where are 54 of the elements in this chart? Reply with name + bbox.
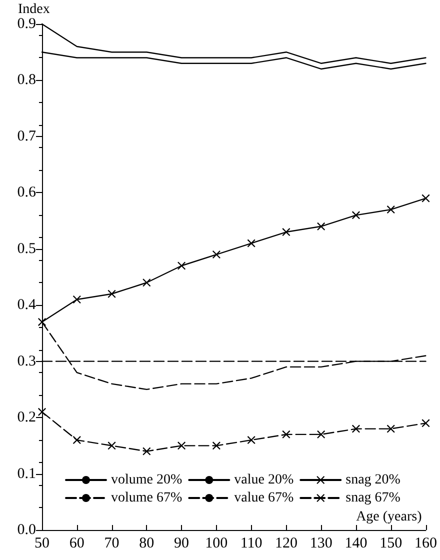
point (247, 436, 256, 444)
point (282, 430, 290, 438)
x-tick-label: 150 (380, 536, 402, 552)
point (72, 295, 81, 304)
x-tick-label: 60 (69, 536, 84, 552)
point (178, 262, 186, 270)
y-tick-label: 0.6 (17, 184, 36, 201)
legend-label: snag 20% (346, 472, 401, 488)
y-tick-label: 0.4 (17, 297, 36, 314)
point (317, 430, 326, 438)
point (386, 424, 395, 433)
point (386, 206, 395, 214)
point (247, 239, 256, 248)
y-tick-label: 0.3 (17, 353, 36, 370)
x-tick-label: 90 (174, 536, 190, 552)
legend-label: snag 67% (346, 490, 401, 506)
legend-label: value 67% (234, 490, 294, 506)
y-tick-label: 0.2 (17, 410, 36, 426)
x-tick-label: 110 (240, 536, 262, 552)
point (212, 442, 220, 450)
point (108, 290, 116, 298)
point (72, 436, 81, 444)
x-tick-label: 50 (34, 536, 50, 552)
x-tick-label: 160 (414, 536, 437, 552)
x-tick-label: 140 (344, 536, 368, 552)
y-tick-label: 0.0 (17, 522, 36, 538)
legend-label: volume 20% (111, 472, 182, 488)
x-tick-label: 70 (104, 536, 120, 552)
point (352, 211, 360, 220)
y-tick-label: 0.9 (17, 16, 36, 32)
y-tick-label: 0.5 (17, 240, 36, 257)
x-tick-label: 100 (205, 536, 228, 552)
x-axis-title: Age (years) (356, 510, 422, 524)
point (178, 442, 186, 450)
point (38, 408, 46, 416)
point (422, 194, 430, 202)
y-tick-label: 0.8 (17, 72, 36, 88)
point (212, 250, 220, 259)
point (142, 447, 151, 456)
x-tick-label: 80 (139, 536, 154, 552)
y-tick-label: 0.1 (17, 466, 36, 482)
point (317, 222, 326, 230)
legend-label: value 20% (234, 472, 294, 488)
x-tick-label: 130 (310, 536, 332, 552)
point (38, 318, 46, 326)
point (422, 419, 430, 428)
y-tick-label: 0.7 (17, 128, 36, 144)
y-axis-title: Index (18, 2, 50, 18)
legend-label: volume 67% (111, 490, 182, 506)
point (282, 228, 290, 236)
point (108, 442, 116, 450)
point (352, 424, 360, 433)
point (142, 278, 151, 287)
x-tick-label: 120 (274, 536, 298, 552)
